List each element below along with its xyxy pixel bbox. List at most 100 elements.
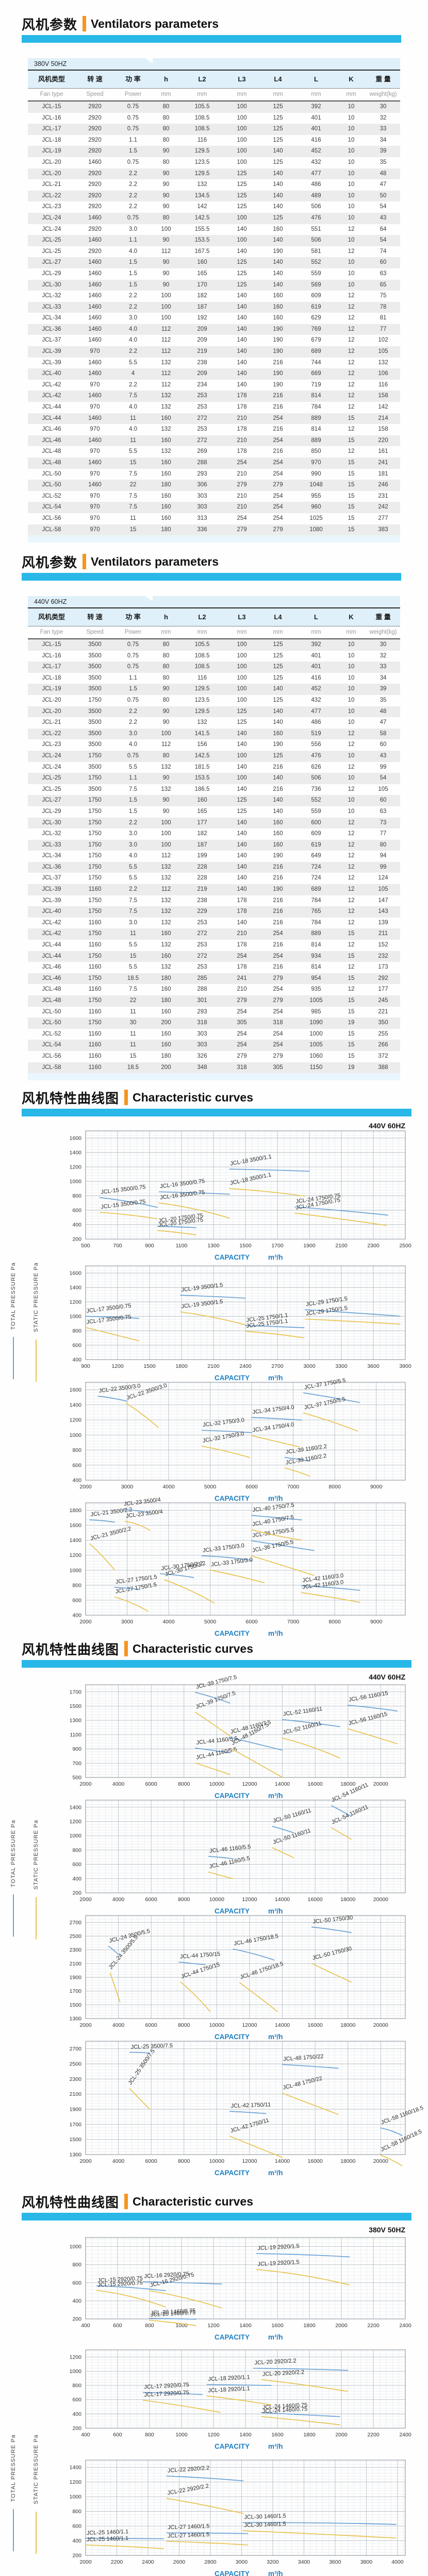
column-subheader: mm [161, 91, 171, 97]
curve-label: JCL-25 3500/7.5 [131, 2043, 173, 2050]
y-tick-label: 700 [72, 1760, 81, 1767]
table-cell: JCL-42 [42, 393, 61, 399]
table-cell: 10 [348, 708, 355, 715]
table-cell: 1460 [88, 460, 102, 466]
table-cell: 90 [162, 708, 170, 715]
table-cell: 77 [380, 831, 387, 837]
curve-label: JCL-25 1460/1.1 [87, 2529, 129, 2536]
x-tick-label: 18000 [340, 2158, 355, 2164]
curve-jcl-17-2920-0-75-blue [142, 2392, 203, 2395]
table-cell: 125 [237, 797, 247, 804]
table-cell: 253 [197, 393, 207, 399]
table-cell: JCL-16 [42, 114, 61, 121]
table-cell: 48 [380, 170, 387, 177]
table-cell: JCL-56 [42, 515, 61, 521]
table-cell: 90 [162, 797, 170, 804]
curve-jcl-42-1750-11-blue [229, 2111, 267, 2114]
table-cell: 15 [348, 437, 355, 444]
cyan-divider-bar [22, 35, 401, 43]
table-cell: 1750 [88, 752, 102, 759]
table-cell: 1025 [309, 515, 323, 521]
table-cell: 7.5 [129, 897, 137, 904]
table-cell: 108.5 [194, 652, 210, 659]
table-cell: 178 [237, 942, 247, 948]
curve-label: JCL-19 2920/1.5 [257, 2259, 300, 2267]
table-cell: JCL-20 [42, 159, 61, 165]
y-tick-label: 400 [72, 2538, 81, 2544]
y-tick-label: 400 [72, 2298, 81, 2304]
curve-jcl-39-1750-7-5-yellow [195, 1711, 231, 1737]
x-tick-label: 500 [81, 1243, 90, 1249]
table-cell: 190 [273, 348, 283, 355]
table-cell: JCL-50 [42, 1008, 61, 1015]
x-tick-label: 2400 [142, 2559, 154, 2565]
x-tick-label: 1500 [143, 1363, 156, 1369]
curve-jcl-29-1750-1-5-blue [304, 1309, 401, 1317]
table-row: JCL-42 1160 3.0 132 253 140 216 784 12 139 [28, 918, 400, 929]
table-cell: 990 [311, 470, 321, 477]
table-cell: 160 [161, 1030, 171, 1037]
table-row: JCL-37 1750 5.5 132 228 140 216 724 12 124 [28, 873, 400, 884]
table-cell: 272 [197, 437, 207, 444]
curve-jcl-22-3500-3-0-blue [97, 1396, 128, 1402]
column-subheader: Power [124, 91, 142, 97]
table-cell: 238 [197, 897, 207, 904]
table-cell: 1005 [309, 997, 323, 1004]
y-tick-label: 1700 [70, 2122, 82, 2128]
table-cell: 140 [273, 181, 283, 188]
table-cell: 132 [161, 448, 171, 455]
x-tick-label: 2100 [207, 1363, 220, 1369]
table-cell: 609 [311, 293, 321, 299]
curve-label: JCL-32 1750/3.0 [202, 1431, 244, 1444]
cyan-divider-bar [22, 2213, 411, 2221]
table-cell: 814 [311, 964, 321, 971]
table-cell: 2920 [88, 148, 102, 155]
table-cell: 10 [348, 148, 355, 155]
table-cell: 4.0 [129, 326, 137, 332]
table-cell: 125 [273, 641, 283, 648]
curve-jcl-50-1160-11-yellow [272, 1847, 294, 1858]
table-cell: 305 [273, 1064, 283, 1071]
table-cell: 254 [273, 1042, 283, 1048]
table-cell: 12 [348, 359, 355, 366]
table-cell: 242 [378, 504, 388, 511]
table-cell: 3500 [88, 686, 102, 692]
table-cell: 140 [237, 293, 247, 299]
table-cell: 5.5 [129, 964, 137, 971]
table-cell: 1750 [88, 831, 102, 837]
table-cell: 108.5 [194, 126, 210, 132]
parameters-table-380v: 380V 50HZ 风机类型 转 速 功 率 h L2 L3 L4 L K 重 量 Fan type S… [28, 58, 400, 543]
table-cell: 306 [197, 482, 207, 488]
curve-jcl-44-1160-5-5-blue [195, 1748, 231, 1753]
table-cell: 140 [237, 348, 247, 355]
table-row: JCL-30 1750 2.2 100 177 140 160 600 12 73 [28, 817, 400, 829]
table-cell: 960 [311, 504, 321, 511]
table-cell: 689 [311, 348, 321, 355]
table-cell: 216 [273, 964, 283, 971]
x-tick-label: 12000 [242, 2158, 257, 2164]
x-tick-label: 1200 [207, 2432, 220, 2438]
x-tick-label: 2500 [399, 1243, 411, 1249]
pressure-legend: TOTAL PRESSURE Pa STATIC PRESSURE Pa [4, 2434, 45, 2554]
table-cell: 7.5 [129, 470, 137, 477]
curve-label: JCL-15 2920/0.75 [97, 2275, 143, 2284]
table-cell: 200 [161, 1020, 171, 1026]
column-header: 功 率 [125, 75, 141, 83]
table-row: JCL-27 1750 1.5 90 160 125 140 552 10 60 [28, 795, 400, 806]
y-tick-label: 600 [72, 1208, 81, 1214]
table-cell: JCL-15 [42, 104, 61, 110]
curve-jcl-33-1750-3-0-blue [201, 1555, 252, 1561]
table-cell: 167.5 [194, 248, 210, 255]
table-voltage-tab: 380V 50HZ [28, 58, 400, 70]
table-cell: 2920 [88, 181, 102, 188]
x-tick-label: 3600 [329, 2559, 341, 2565]
parameters-table-440v: 440V 60HZ 风机类型 转 速 功 率 h L2 L3 L4 L K 重 量 Fan type S… [28, 596, 400, 1081]
x-tick-label: 20000 [373, 2022, 388, 2028]
curve-jcl-19-3500-1-5-blue [180, 1295, 246, 1299]
section-title-en: Ventilators parameters [91, 554, 219, 568]
table-cell: 216 [273, 919, 283, 926]
table-cell: 7.5 [129, 504, 137, 511]
table-cell: 102 [378, 337, 388, 344]
y-tick-label: 1600 [70, 1387, 82, 1393]
table-cell: 209 [197, 370, 207, 377]
